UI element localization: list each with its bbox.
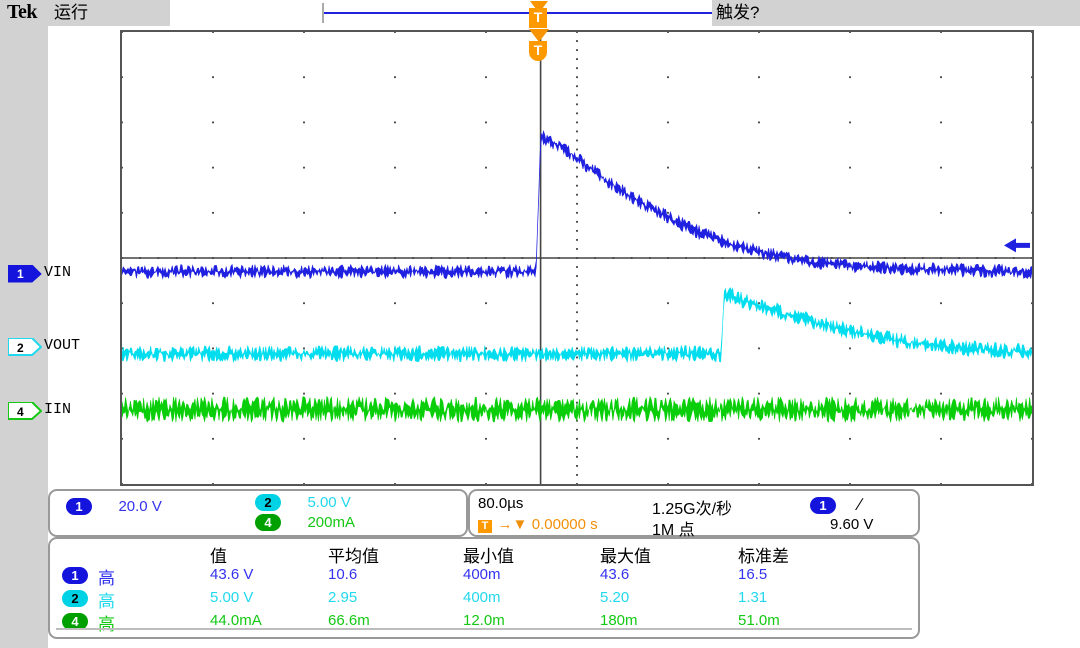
col-header-value: 值	[210, 547, 227, 566]
waveform-trace-iin	[122, 395, 1032, 424]
trigger-position-arrow-icon: →▼	[497, 516, 528, 533]
ch1-scale: 20.0 V	[118, 498, 162, 515]
row3-meas-name: 高	[98, 615, 115, 634]
ch4-scale: 200mA	[307, 514, 355, 531]
row3-badge: 4	[62, 613, 88, 630]
svg-text:1: 1	[17, 267, 24, 281]
row2-stdev: 1.31	[738, 589, 768, 606]
acquisition-state[interactable]: 运行	[52, 2, 92, 23]
cursor-ch1-level-arrow	[1004, 238, 1030, 253]
row1-mean: 10.6	[328, 566, 358, 583]
ch2-pointer-icon: 2	[7, 337, 43, 356]
row2-min: 400m	[463, 589, 501, 606]
row2-max: 5.20	[600, 589, 630, 606]
left-rail	[0, 0, 48, 648]
row1-max: 43.6	[600, 566, 630, 583]
row1-value: 43.6 V	[210, 566, 254, 583]
trigger-position-icon: T	[478, 520, 492, 533]
channel-readout-box: 1 20.0 V 2 5.00 V 4 200mA	[48, 489, 468, 537]
trigger-marker-top[interactable]: T	[529, 8, 547, 28]
ch2-scale: 5.00 V	[307, 494, 351, 511]
trigger-position-value: 0.00000 s	[531, 516, 598, 533]
trigger-position-readout[interactable]: T →▼ 0.00000 s	[478, 516, 598, 534]
waveform-trace-vin	[122, 130, 1032, 280]
row3-max: 180m	[600, 612, 638, 629]
wave-label-ch1: VIN	[44, 264, 72, 281]
wave-marker-ch1[interactable]: 1	[7, 264, 42, 288]
col-header-stdev: 标准差	[738, 547, 789, 566]
row3-stdev: 51.0m	[738, 612, 780, 629]
trigger-position-arrow-icon[interactable]	[526, 0, 552, 26]
timebase-trigger-readout-box: 80.0µs T →▼ 0.00000 s 1.25G次/秒 1M 点 1 ∕ …	[468, 489, 920, 539]
waveform-trace-vout	[122, 287, 1032, 364]
row1-badge: 1	[62, 567, 88, 584]
timebase-value[interactable]: 80.0µs	[478, 495, 524, 512]
svg-text:4: 4	[17, 405, 24, 419]
row3-mean: 66.6m	[328, 612, 370, 629]
trigger-level[interactable]: 9.60 V	[830, 516, 874, 533]
ch4-pointer-icon: 4	[7, 401, 43, 420]
trigger-source-readout[interactable]: 1 ∕	[810, 495, 861, 515]
col-header-max: 最大值	[600, 547, 651, 566]
measurement-table: 值 平均值 最小值 最大值 标准差 1 高 43.6 V 10.6 400m 4…	[48, 537, 920, 639]
ch1-pointer-icon: 1	[7, 264, 42, 283]
row1-min: 400m	[463, 566, 501, 583]
row2-mean: 2.95	[328, 589, 358, 606]
trigger-source-badge: 1	[810, 497, 836, 515]
trigger-marker-graticule[interactable]: T	[529, 41, 547, 61]
topbar-gray-right	[712, 0, 1080, 26]
record-length[interactable]: 1M 点	[652, 522, 695, 539]
wave-label-ch4: IIN	[44, 401, 72, 418]
svg-text:2: 2	[17, 341, 24, 355]
ch1-badge: 1	[66, 498, 92, 516]
row1-stdev: 16.5	[738, 566, 768, 583]
tek-logo: Tek	[7, 1, 38, 23]
col-header-mean: 平均值	[328, 547, 379, 566]
sample-rate[interactable]: 1.25G次/秒	[652, 501, 733, 518]
top-status-bar: T Tek 运行 触发?	[0, 0, 1080, 28]
row3-min: 12.0m	[463, 612, 505, 629]
measurement-table-divider	[56, 628, 912, 630]
wave-label-ch2: VOUT	[44, 337, 81, 354]
row2-value: 5.00 V	[210, 589, 254, 606]
row1-meas-name: 高	[98, 569, 115, 588]
ch4-readout[interactable]: 4 200mA	[255, 514, 355, 532]
wave-marker-ch4[interactable]: 4	[7, 401, 43, 425]
trigger-status[interactable]: 触发?	[712, 2, 766, 23]
waveform-plot	[122, 32, 1032, 484]
ch1-readout[interactable]: 1 20.0 V	[66, 498, 162, 516]
trigger-level-arrow-icon[interactable]	[527, 29, 551, 43]
ch2-badge: 2	[255, 494, 281, 512]
ch2-readout[interactable]: 2 5.00 V	[255, 494, 351, 512]
graticule[interactable]	[120, 30, 1034, 486]
row3-value: 44.0mA	[210, 612, 262, 629]
row2-badge: 2	[62, 590, 88, 607]
col-header-min: 最小值	[463, 547, 514, 566]
row2-meas-name: 高	[98, 592, 115, 611]
trigger-slope-icon: ∕	[858, 495, 862, 514]
wave-marker-ch2[interactable]: 2	[7, 337, 43, 361]
ch4-badge: 4	[255, 514, 281, 532]
